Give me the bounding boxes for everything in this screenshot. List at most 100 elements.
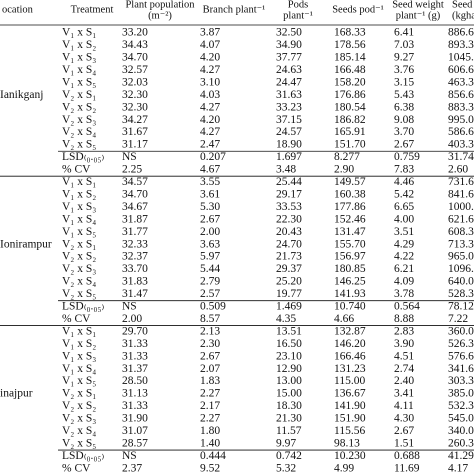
treatment: V₁ x S₅ — [62, 375, 96, 387]
cell: 3.76 — [394, 64, 414, 76]
cell: 5.97 — [200, 251, 220, 263]
treatment: V₂ x S₃ — [62, 263, 96, 275]
cell: 29.70 — [122, 325, 148, 337]
treatment: % CV — [62, 164, 91, 176]
cell: 526.33 — [448, 338, 474, 350]
cell: 21.30 — [276, 413, 302, 425]
treatment: V₂ x S₄ — [62, 276, 96, 288]
header-cell: Pods — [288, 0, 308, 10]
cell: 5.30 — [200, 201, 220, 213]
cell: 995.00 — [448, 114, 474, 126]
treatment: V₁ x S₄ — [62, 213, 96, 225]
cell: 2.07 — [200, 363, 220, 375]
cell: 32.37 — [122, 251, 148, 263]
cell: 4.30 — [394, 413, 414, 425]
cell: 0.742 — [276, 450, 302, 462]
treatment: V₂ x S₁ — [62, 89, 96, 101]
cell: 33.70 — [122, 263, 148, 275]
treatment: V₁ x S₃ — [62, 201, 96, 213]
cell: 0.688 — [394, 450, 420, 462]
cell: 34.70 — [122, 188, 148, 200]
treatment: LSD₍₀.₀₅₎ — [62, 151, 104, 163]
cell: 13.51 — [276, 325, 302, 337]
cell: 132.87 — [334, 325, 366, 337]
treatment: V₂ x S₅ — [62, 437, 96, 449]
cell: 131.23 — [334, 363, 366, 375]
cell: 16.50 — [276, 338, 302, 350]
cell: 3.41 — [394, 388, 414, 400]
treatment: LSD₍₀.₀₅₎ — [62, 301, 104, 313]
cell: 24.47 — [276, 76, 302, 88]
cell: 4.99 — [334, 462, 354, 474]
cell: 3.63 — [200, 238, 220, 250]
cell: 8.57 — [200, 313, 220, 325]
cell: 186.82 — [334, 114, 366, 126]
treatment: % CV — [62, 462, 91, 474]
header-cell: (kgha⁻¹) — [452, 10, 474, 21]
cell: 4.20 — [200, 114, 220, 126]
cell: 158.20 — [334, 76, 366, 88]
cell: 3.51 — [394, 226, 414, 238]
cell: 532.33 — [448, 400, 474, 412]
cell: 260.33 — [448, 437, 474, 449]
cell: 34.67 — [122, 201, 148, 213]
cell: 6.41 — [394, 27, 414, 39]
cell: 31.47 — [122, 288, 148, 300]
cell: 32.30 — [122, 101, 148, 113]
cell: 1.51 — [394, 437, 414, 449]
cell: 34.27 — [122, 114, 148, 126]
cell: 115.00 — [334, 375, 365, 387]
cell: 5.43 — [394, 89, 414, 101]
treatment: V₁ x S₅ — [62, 76, 96, 88]
cell: 303.33 — [448, 375, 474, 387]
cell: 6.21 — [394, 263, 414, 275]
cell: 6.38 — [394, 101, 414, 113]
cell: 2.79 — [200, 276, 220, 288]
cell: 713.33 — [448, 238, 474, 250]
cell: 4.07 — [200, 39, 220, 51]
cell: 10.230 — [334, 450, 366, 462]
cell: 152.46 — [334, 213, 366, 225]
cell: 841.67 — [448, 188, 474, 200]
cell: 15.00 — [276, 388, 302, 400]
cell: 4.35 — [276, 313, 296, 325]
cell: 177.86 — [334, 201, 366, 213]
cell: 166.48 — [334, 64, 366, 76]
cell: 0.207 — [200, 151, 226, 163]
cell: 31.77 — [122, 226, 148, 238]
cell: 29.17 — [276, 188, 302, 200]
cell: 151.70 — [334, 139, 366, 151]
location: Ianikganj — [0, 89, 43, 101]
cell: 4.66 — [334, 313, 354, 325]
cell: 3.61 — [200, 188, 220, 200]
cell: 0.759 — [394, 151, 420, 163]
cell: 856.67 — [448, 89, 474, 101]
cell: 965.00 — [448, 251, 474, 263]
cell: NS — [122, 301, 137, 313]
treatment: V₂ x S₁ — [62, 388, 96, 400]
cell: 18.90 — [276, 139, 302, 151]
cell: 1.40 — [200, 437, 220, 449]
header-cell: Seed yi — [452, 0, 474, 10]
treatment: V₂ x S₂ — [62, 101, 96, 113]
cell: 3.55 — [200, 176, 220, 188]
cell: 340.00 — [448, 425, 474, 437]
cell: 29.37 — [276, 263, 302, 275]
cell: 3.87 — [200, 27, 220, 39]
cell: 2.60 — [448, 164, 468, 176]
cell: 4.27 — [200, 101, 220, 113]
cell: 0.444 — [200, 450, 226, 462]
cell: 31.90 — [122, 413, 148, 425]
cell: 41.290 — [448, 450, 474, 462]
treatment: V₁ x S₅ — [62, 226, 96, 238]
cell: 606.67 — [448, 64, 474, 76]
cell: 463.33 — [448, 76, 474, 88]
treatment: V₁ x S₁ — [62, 176, 96, 188]
cell: 608.33 — [448, 226, 474, 238]
cell: 34.57 — [122, 176, 148, 188]
cell: 2.67 — [394, 425, 414, 437]
cell: 2.37 — [122, 462, 142, 474]
cell: 31.33 — [122, 400, 148, 412]
cell: 883.33 — [448, 101, 474, 113]
